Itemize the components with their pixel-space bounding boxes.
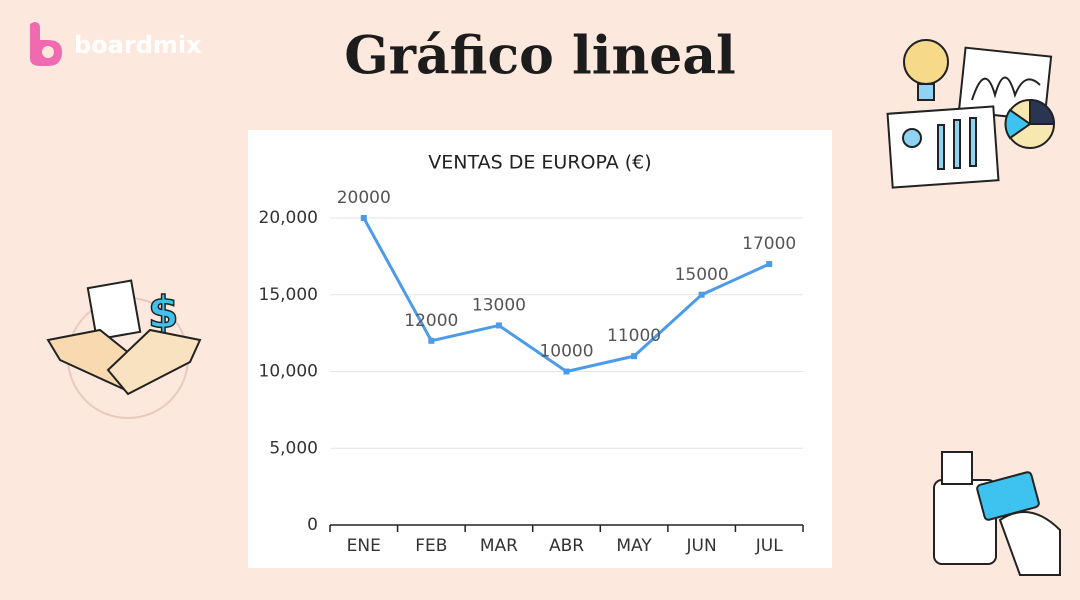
y-tick-label: 20,000 bbox=[259, 208, 318, 228]
data-label: 13000 bbox=[472, 295, 526, 315]
illustration-handshake: $ bbox=[46, 279, 202, 419]
point bbox=[563, 368, 570, 375]
heading: Gráfico lineal bbox=[344, 26, 736, 87]
data-label: 10000 bbox=[539, 342, 593, 362]
logo-icon bbox=[30, 22, 62, 66]
brand: boardmix bbox=[74, 31, 202, 59]
point bbox=[360, 215, 367, 221]
chart-title: VENTAS DE EUROPA (€) bbox=[428, 152, 651, 174]
x-tick-label: ABR bbox=[549, 536, 584, 556]
plot: 0 5,000 10,000 15,000 20,000 ENE FEB MAR ABR MAY J… bbox=[259, 188, 804, 556]
x-tick-label: JUN bbox=[686, 536, 717, 556]
point bbox=[698, 291, 705, 298]
point bbox=[631, 353, 638, 360]
point bbox=[495, 322, 502, 329]
data-label: 17000 bbox=[742, 234, 796, 254]
y-tick-label: 15,000 bbox=[259, 285, 318, 305]
x-tick-label: JUL bbox=[755, 536, 783, 556]
illustration-pos bbox=[933, 451, 1061, 576]
x-tick-label: MAR bbox=[480, 536, 518, 556]
y-tick-label: 5,000 bbox=[269, 438, 318, 458]
illustration-dashboard bbox=[886, 39, 1056, 189]
x-tick-label: FEB bbox=[415, 536, 447, 556]
dollar-icon: $ bbox=[148, 287, 179, 338]
x-tick-label: MAY bbox=[616, 536, 652, 556]
point bbox=[766, 261, 773, 268]
data-label: 15000 bbox=[675, 265, 729, 285]
x-tick-label: ENE bbox=[347, 536, 381, 556]
data-label: 20000 bbox=[337, 188, 391, 208]
y-tick-label: 10,000 bbox=[259, 362, 318, 382]
logo: boardmix bbox=[30, 22, 202, 66]
logo-hole bbox=[42, 46, 54, 58]
point bbox=[428, 337, 435, 344]
chart-panel bbox=[248, 130, 832, 568]
data-label: 12000 bbox=[404, 311, 458, 331]
y-tick-label: 0 bbox=[307, 515, 318, 535]
data-label: 11000 bbox=[607, 326, 661, 346]
